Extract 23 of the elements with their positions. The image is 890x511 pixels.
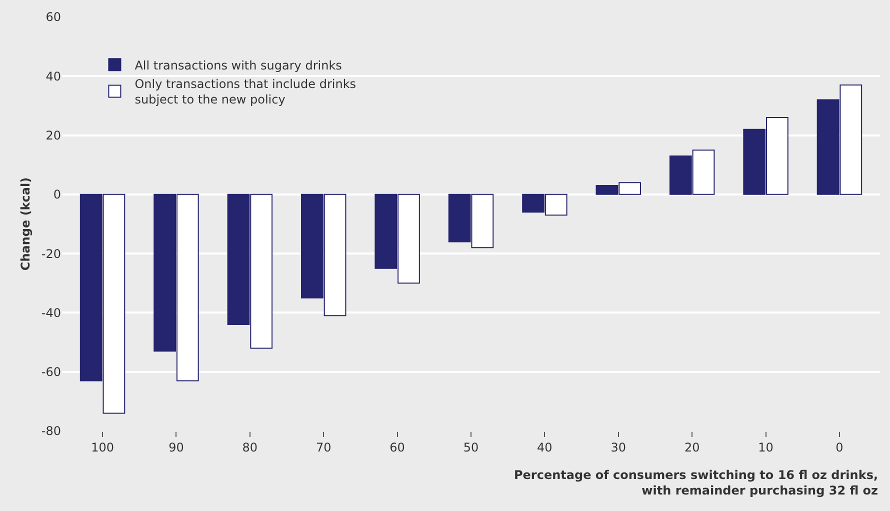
- x-tick-label: 20: [684, 440, 700, 454]
- y-tick-label: -60: [41, 365, 61, 380]
- legend-label: All transactions with sugary drinks: [134, 58, 342, 72]
- y-tick-label: -20: [41, 246, 61, 261]
- x-tick-label: 60: [390, 440, 405, 454]
- y-tick-label: 0: [53, 188, 61, 202]
- x-tick-label: 80: [242, 440, 258, 454]
- y-tick-label: 60: [46, 10, 61, 24]
- x-tick-label: 90: [168, 440, 184, 454]
- x-tick-label: 50: [463, 440, 479, 454]
- y-axis-title: Change (kcal): [18, 177, 33, 271]
- x-tick-label: 40: [537, 440, 552, 454]
- x-tick-label: 100: [91, 440, 114, 454]
- y-tick-label: 20: [46, 128, 61, 142]
- legend-label: Only transactions that include drinks subject to the new policy: [134, 77, 356, 107]
- y-tick-label: -40: [41, 306, 61, 320]
- x-tick-label: 30: [610, 440, 626, 454]
- x-tick-label: 70: [316, 440, 332, 454]
- x-tick-label: 0: [836, 440, 844, 454]
- y-tick-label: -80: [41, 424, 61, 438]
- x-tick-label: 10: [758, 440, 774, 454]
- y-tick-label: 40: [46, 69, 61, 84]
- x-axis-title: Percentage of consumers switching to 16 fl oz drinks, with remainder purchasing 32 fl oz: [514, 468, 878, 498]
